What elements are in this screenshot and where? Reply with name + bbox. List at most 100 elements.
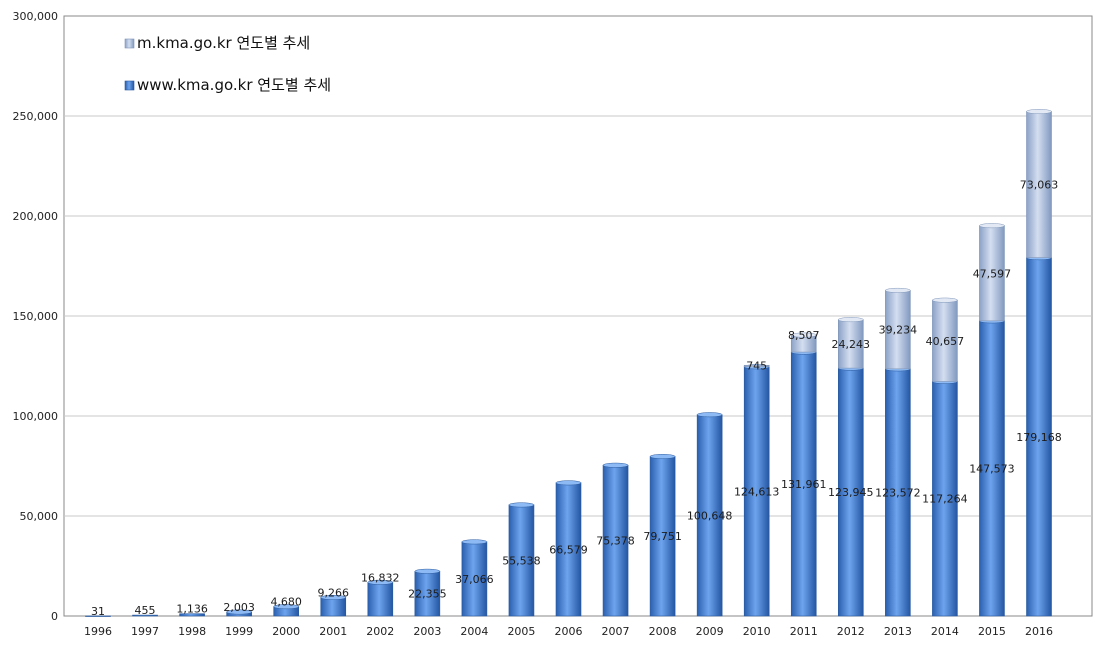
x-tick-label: 2012 xyxy=(837,625,865,638)
x-tick-label: 2006 xyxy=(555,625,583,638)
bar-mobile xyxy=(932,299,958,382)
bar-www-cap xyxy=(414,568,441,574)
x-tick-label: 2013 xyxy=(884,625,912,638)
data-label-mobile: 39,234 xyxy=(879,324,918,337)
data-label-www: 117,264 xyxy=(922,493,968,506)
bar-www-cap xyxy=(555,480,582,486)
y-tick-label: 200,000 xyxy=(13,210,59,223)
x-tick-label: 2000 xyxy=(272,625,300,638)
data-label-www: 123,945 xyxy=(828,486,874,499)
bar-www-cap xyxy=(602,462,629,468)
bar-www xyxy=(837,367,864,617)
bar-mobile xyxy=(885,290,911,370)
data-label-mobile: 24,243 xyxy=(832,338,871,351)
legend-swatch xyxy=(124,38,135,49)
y-axis-ticks: 0 50,000 100,000 150,000 200,000 250,000 300,0… xyxy=(13,10,59,623)
data-label-www: 179,168 xyxy=(1016,431,1062,444)
bar-www-cap xyxy=(696,412,723,418)
legend-swatch xyxy=(124,80,135,91)
x-tick-label: 2002 xyxy=(366,625,394,638)
bar-mobile xyxy=(837,319,864,369)
x-tick-label: 2003 xyxy=(413,625,441,638)
data-label-www: 75,378 xyxy=(596,535,635,548)
bar-mobile-cap xyxy=(932,297,958,303)
data-label-mobile: 745 xyxy=(746,359,767,372)
bar-www xyxy=(602,464,629,617)
bar-www xyxy=(367,582,394,617)
y-tick-label: 50,000 xyxy=(20,510,59,523)
x-tick-label: 2007 xyxy=(602,625,630,638)
x-tick-label: 2004 xyxy=(460,625,488,638)
x-tick-label: 2001 xyxy=(319,625,347,638)
data-label-www: 22,355 xyxy=(408,588,447,601)
bar-www xyxy=(461,541,488,617)
bar-mobile-cap xyxy=(979,223,1005,229)
data-label-www: 147,573 xyxy=(969,462,1015,475)
x-tick-label: 2010 xyxy=(743,625,771,638)
x-tick-label: 2014 xyxy=(931,625,959,638)
x-tick-label: 1998 xyxy=(178,625,206,638)
data-label-www: 2,003 xyxy=(223,601,255,614)
data-label-www: 16,832 xyxy=(361,571,400,584)
bar-www xyxy=(555,482,582,617)
x-tick-label: 2011 xyxy=(790,625,818,638)
y-tick-label: 0 xyxy=(51,610,58,623)
legend-label: m.kma.go.kr 연도별 추세 xyxy=(137,34,310,52)
data-label-mobile: 47,597 xyxy=(973,267,1012,280)
data-label-www: 55,538 xyxy=(502,554,541,567)
bars: 31 455 1,136 2,003 4,680 9,266 16,832 22,355 37,… xyxy=(85,109,1062,618)
bar-www-cap xyxy=(226,609,252,615)
data-label-www: 66,579 xyxy=(549,543,588,556)
legend-label: www.kma.go.kr 연도별 추세 xyxy=(137,76,331,94)
y-tick-label: 100,000 xyxy=(13,410,59,423)
bar-www xyxy=(320,597,347,617)
gridlines xyxy=(64,115,1092,517)
bar-mobile-cap xyxy=(885,287,911,293)
x-tick-label: 1996 xyxy=(84,625,112,638)
bar-mobile-cap xyxy=(791,332,817,338)
data-label-www: 124,613 xyxy=(734,485,780,498)
bar-www xyxy=(979,320,1005,617)
bar-www xyxy=(790,351,817,617)
data-label-www: 131,961 xyxy=(781,478,827,491)
bar-www-cap xyxy=(649,454,676,459)
data-label-www: 1,136 xyxy=(176,603,208,616)
x-tick-label: 1999 xyxy=(225,625,253,638)
data-label-www: 455 xyxy=(135,604,156,617)
bar-www xyxy=(932,381,958,617)
data-label-www: 123,572 xyxy=(875,486,921,499)
x-tick-label: 2009 xyxy=(696,625,724,638)
bar-www-cap xyxy=(461,539,488,545)
data-label-mobile: 40,657 xyxy=(926,335,965,348)
x-tick-label: 2008 xyxy=(649,625,677,638)
bar-www xyxy=(649,456,676,617)
y-tick-label: 250,000 xyxy=(13,110,59,123)
bar-mobile xyxy=(979,225,1005,322)
bar-www xyxy=(1026,257,1052,617)
bar-www xyxy=(743,366,770,617)
bar-www-cap xyxy=(273,604,299,610)
bar-www xyxy=(132,614,158,617)
bar-mobile xyxy=(1026,111,1052,258)
bar-mobile-cap xyxy=(1026,109,1052,114)
data-label-mobile: 8,507 xyxy=(788,329,820,342)
x-tick-label: 2005 xyxy=(507,625,535,638)
bar-www-cap xyxy=(508,502,535,508)
x-tick-label: 2015 xyxy=(978,625,1006,638)
bar-www xyxy=(696,414,723,617)
y-tick-label: 300,000 xyxy=(13,10,59,23)
data-label-www: 100,648 xyxy=(687,509,733,522)
data-label-www: 9,266 xyxy=(318,586,350,599)
data-label-www: 79,751 xyxy=(643,530,682,543)
x-tick-label: 2016 xyxy=(1025,625,1053,638)
bar-www-cap xyxy=(367,579,394,585)
bar-www-cap xyxy=(320,595,346,600)
x-tick-label: 1997 xyxy=(131,625,159,638)
bar-www xyxy=(508,504,535,617)
data-label-www: 37,066 xyxy=(455,573,494,586)
legend: m.kma.go.kr 연도별 추세 www.kma.go.kr 연도별 추세 xyxy=(124,34,331,94)
y-tick-label: 150,000 xyxy=(13,310,59,323)
bar-mobile-cap xyxy=(838,317,864,323)
